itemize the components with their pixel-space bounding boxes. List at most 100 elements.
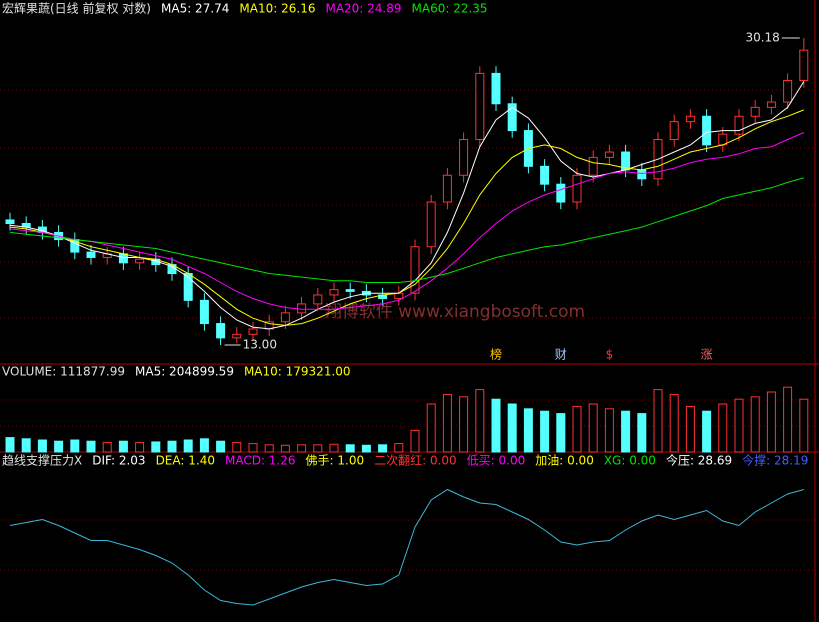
volume-bar	[167, 440, 177, 453]
header-label: MA5: 27.74	[161, 2, 229, 16]
ma-line	[9, 132, 804, 310]
header-label: 加油: 0.00	[535, 454, 594, 468]
volume-bar	[151, 441, 161, 453]
volume-bar	[345, 444, 355, 453]
candle-body	[118, 253, 128, 264]
candle-body	[572, 174, 582, 203]
volume-bar	[102, 441, 112, 453]
candle-body	[491, 72, 501, 105]
header-label: MA20: 24.89	[325, 2, 401, 16]
volume-bar	[54, 440, 64, 453]
header-label: 宏辉果蔬(日线 前复权 对数)	[2, 1, 151, 16]
volume-bar	[799, 398, 809, 453]
header-label: 低买: 0.00	[467, 454, 526, 468]
volume-bar	[37, 439, 47, 453]
header-label: 今压: 28.69	[666, 453, 732, 468]
ma-line	[9, 177, 804, 283]
volume-bar	[556, 413, 566, 453]
candle-body	[685, 115, 695, 123]
volume-bar	[410, 429, 420, 453]
marker-label: $	[606, 348, 614, 362]
candle-body	[426, 201, 436, 248]
candle-body	[216, 323, 226, 339]
volume-bar	[734, 398, 744, 453]
volume-bar	[216, 440, 226, 453]
volume-bar	[475, 389, 485, 453]
volume-bar	[783, 386, 793, 453]
candle-body	[540, 165, 550, 185]
volume-bar	[232, 441, 242, 453]
ma-line	[9, 109, 804, 326]
candle-body	[475, 72, 485, 141]
volume-bar	[459, 396, 469, 453]
header-label: MA60: 22.35	[412, 2, 488, 16]
volume-bar	[183, 439, 193, 453]
candle-body	[280, 312, 290, 323]
candle-body	[604, 151, 614, 158]
volume-bar	[718, 403, 728, 453]
volume-bar	[21, 438, 31, 453]
volume-bar	[669, 393, 679, 453]
candle-body	[507, 103, 517, 132]
volume-bar	[491, 398, 501, 453]
volume-bar	[199, 438, 209, 453]
candle-body	[734, 115, 744, 135]
annotation-label: 13.00	[243, 338, 277, 352]
candle-body	[442, 174, 452, 203]
volume-bar	[248, 443, 258, 453]
volume-bar	[604, 408, 614, 453]
header-label: MA5: 204899.59	[135, 365, 234, 379]
header-label: MA10: 26.16	[239, 2, 315, 16]
header-label: MACD: 1.26	[225, 454, 296, 468]
candle-body	[313, 294, 323, 305]
volume-bar	[540, 410, 550, 453]
header-label: 二次翻红: 0.00	[374, 453, 457, 468]
header-label: MA10: 179321.00	[244, 365, 351, 379]
candle-body	[5, 219, 15, 225]
candle-body	[199, 299, 209, 325]
candle-body	[248, 328, 258, 335]
volume-bar	[750, 396, 760, 453]
marker-label: 榜	[490, 347, 502, 362]
header-label: 趋线支撑压力X	[2, 453, 82, 468]
candle-body	[410, 246, 420, 294]
volume-bar	[297, 444, 307, 453]
volume-bar	[685, 405, 695, 453]
volume-bar	[621, 410, 631, 453]
volume-bar	[426, 403, 436, 453]
marker-label: 财	[555, 348, 567, 362]
volume-bar	[264, 444, 274, 453]
volume-bar	[313, 444, 323, 453]
header-label: DIF: 2.03	[92, 454, 145, 468]
volume-bar	[5, 437, 15, 453]
candle-body	[345, 289, 355, 292]
candle-body	[588, 156, 598, 176]
candle-body	[783, 80, 793, 103]
candle-body	[232, 333, 242, 339]
volume-bar	[523, 408, 533, 453]
candle-body	[799, 49, 809, 82]
volume-bar	[329, 443, 339, 453]
volume-bar	[572, 405, 582, 453]
header-label: XG: 0.00	[604, 454, 656, 468]
watermark: 翔博软件 www.xiangbosoft.com	[325, 302, 585, 322]
volume-bar	[507, 403, 517, 453]
volume-bar	[118, 440, 128, 453]
volume-bar	[361, 444, 371, 453]
indicator-line	[9, 488, 804, 606]
volume-bar	[135, 441, 145, 453]
volume-bar	[280, 444, 290, 453]
candle-body	[329, 289, 339, 296]
volume-bar	[653, 389, 663, 453]
candle-body	[135, 258, 145, 264]
candle-body	[459, 139, 469, 176]
candle-body	[669, 121, 679, 141]
volume-bar	[442, 393, 452, 453]
volume-bar	[86, 440, 96, 453]
volume-bar	[766, 391, 776, 453]
volume-bar	[702, 410, 712, 453]
annotation-label: 30.18	[745, 31, 779, 45]
header-label: DEA: 1.40	[156, 454, 215, 468]
